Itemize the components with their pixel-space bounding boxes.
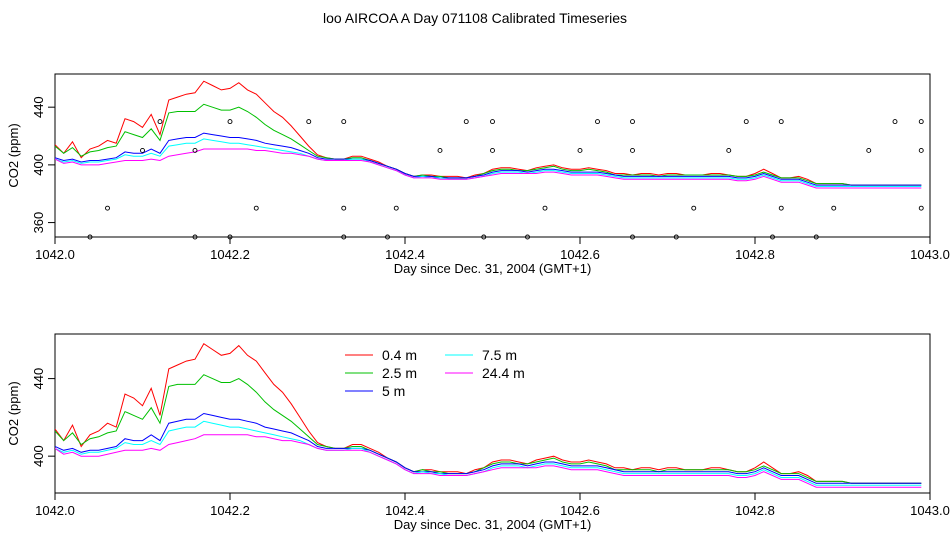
- y-axis-label: CO2 (ppm): [6, 381, 21, 445]
- legend-label: 7.5 m: [482, 347, 517, 363]
- series-line-2-5-m: [55, 103, 922, 186]
- x-axis-label: Day since Dec. 31, 2004 (GMT+1): [394, 517, 592, 532]
- calibration-point: [341, 234, 347, 240]
- series-line-24-4-m: [55, 148, 922, 189]
- series-line-0-4-m: [55, 342, 922, 484]
- series-line-7-5-m: [55, 138, 922, 187]
- legend-label: 24.4 m: [482, 365, 525, 381]
- calibration-point: [918, 119, 924, 125]
- calibration-point: [673, 234, 679, 240]
- legend-label: 0.4 m: [382, 347, 417, 363]
- calibration-point: [192, 234, 198, 240]
- x-tick-label: 1042.8: [735, 503, 775, 518]
- calibration-point: [892, 119, 898, 125]
- calibration-point: [393, 205, 399, 211]
- calibration-point: [253, 205, 259, 211]
- series-line-24-4-m: [55, 434, 922, 488]
- y-axis-label: CO2 (ppm): [6, 123, 21, 187]
- calibration-point: [140, 148, 145, 153]
- series-line-2-5-m: [55, 374, 922, 484]
- calibration-point: [691, 205, 697, 211]
- calibration-point: [192, 148, 198, 153]
- top-panel: 1042.0 1042.2 1042.4 1042.6 1042.8 1043.0 Day …: [6, 73, 950, 276]
- calibration-point: [385, 234, 390, 240]
- calibration-point: [490, 148, 495, 153]
- x-axis-label: Day since Dec. 31, 2004 (GMT+1): [394, 261, 592, 276]
- calibration-point: [341, 205, 347, 211]
- x-tick-label: 1042.4: [385, 247, 425, 262]
- calibration-point: [87, 234, 93, 240]
- x-tick-label: 1043.0: [910, 247, 950, 262]
- calibration-point: [778, 205, 784, 211]
- x-tick-label: 1042.2: [210, 503, 250, 518]
- calibration-point: [778, 119, 784, 125]
- calibration-point: [157, 119, 163, 125]
- series-line-7-5-m: [55, 420, 922, 486]
- calibration-point: [542, 205, 548, 211]
- y-tick-label: 360: [31, 212, 46, 234]
- y-tick-label: 440: [31, 368, 46, 390]
- calibration-point: [306, 119, 312, 125]
- calibration-point: [630, 234, 635, 240]
- calibration-point: [866, 148, 872, 153]
- x-tick-label: 1042.2: [210, 247, 250, 262]
- calibration-point: [630, 119, 635, 125]
- calibration-point: [525, 234, 530, 240]
- calibration-point: [743, 119, 749, 125]
- calibration-point: [577, 148, 583, 153]
- x-tick-label: 1042.4: [385, 503, 425, 518]
- calibration-point: [770, 234, 775, 240]
- x-tick-label: 1042.0: [35, 503, 75, 518]
- calibration-point: [918, 205, 924, 211]
- calibration-point: [341, 119, 347, 125]
- calibration-point: [481, 234, 487, 240]
- calibration-point: [490, 119, 495, 125]
- y-tick-label: 440: [31, 96, 46, 118]
- legend-label: 5 m: [382, 383, 405, 399]
- chart-title: loo AIRCOA A Day 071108 Calibrated Times…: [322, 10, 627, 26]
- calibration-point: [437, 148, 443, 153]
- x-tick-label: 1042.6: [560, 247, 600, 262]
- y-tick-label: 400: [31, 445, 46, 467]
- legend-label: 2.5 m: [382, 365, 417, 381]
- y-tick-label: 400: [31, 154, 46, 176]
- calibration-point: [918, 148, 924, 153]
- bottom-panel: 1042.0 1042.2 1042.4 1042.6 1042.8 1043.0 Day …: [6, 333, 950, 532]
- x-tick-label: 1042.6: [560, 503, 600, 518]
- calibration-point: [726, 148, 732, 153]
- calibration-point: [227, 119, 233, 125]
- x-tick-label: 1042.8: [735, 247, 775, 262]
- calibration-point: [105, 205, 110, 211]
- x-tick-label: 1043.0: [910, 503, 950, 518]
- calibration-point: [630, 148, 635, 153]
- calibration-point: [227, 234, 233, 240]
- series-line-0-4-m: [55, 80, 922, 186]
- plot-frame: [54, 73, 931, 238]
- calibration-point: [831, 205, 837, 211]
- series-line-5-m: [55, 412, 922, 484]
- series-line-5-m: [55, 132, 922, 186]
- x-tick-label: 1042.0: [35, 247, 75, 262]
- plot-frame: [54, 333, 931, 494]
- calibration-point: [813, 234, 819, 240]
- calibration-point: [595, 119, 600, 125]
- calibration-point: [463, 119, 469, 125]
